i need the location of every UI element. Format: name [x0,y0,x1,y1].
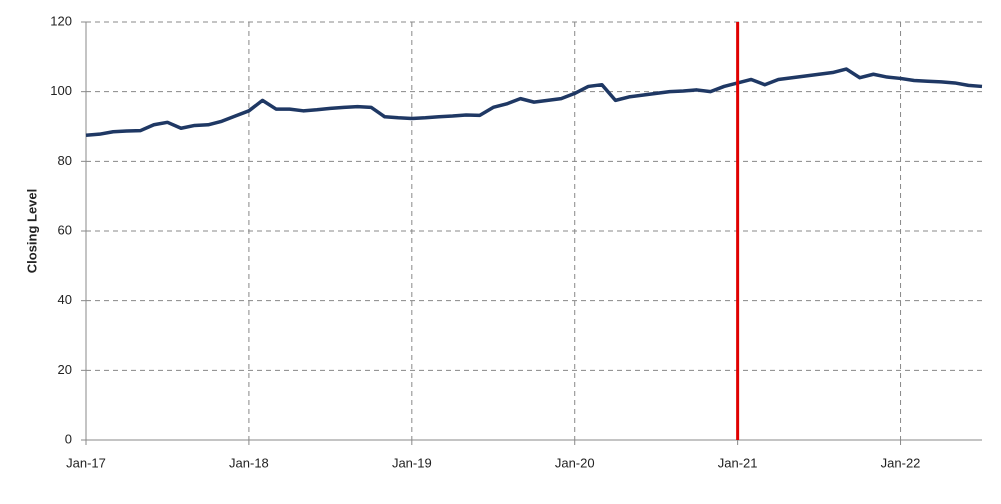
x-tick-label: Jan-20 [555,455,595,470]
y-tick-label: 120 [50,13,72,28]
y-tick-label: 40 [58,292,72,307]
y-tick-label: 80 [58,153,72,168]
y-axis-label: Closing Level [24,189,39,274]
x-tick-label: Jan-22 [881,455,921,470]
x-tick-label: Jan-19 [392,455,432,470]
data-line [85,67,983,137]
y-tick-label: 100 [50,83,72,98]
y-tick-label: 0 [65,431,72,446]
y-tick-label: 20 [58,362,72,377]
x-tick-label: Jan-18 [229,455,269,470]
y-tick-label: 60 [58,222,72,237]
x-tick-label: Jan-17 [66,455,106,470]
x-tick-label: Jan-21 [718,455,758,470]
